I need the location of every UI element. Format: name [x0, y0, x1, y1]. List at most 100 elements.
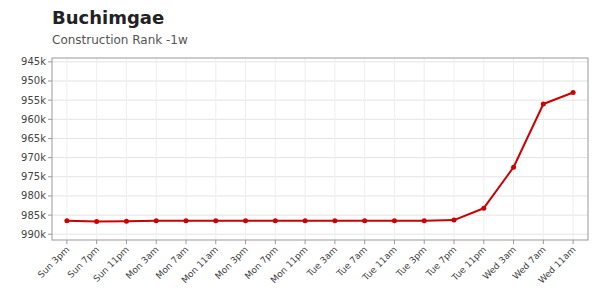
x-tick	[186, 240, 187, 244]
data-point	[243, 218, 248, 223]
data-point	[154, 218, 159, 223]
x-grid-line	[245, 58, 246, 240]
x-tick	[573, 240, 574, 244]
plot-data	[64, 90, 575, 224]
y-tick	[48, 195, 52, 196]
data-point	[541, 101, 546, 106]
y-tick	[48, 119, 52, 120]
x-tick	[245, 240, 246, 244]
data-point	[422, 218, 427, 223]
x-tick-label: Mon 11am	[179, 244, 220, 285]
x-tick	[126, 240, 127, 244]
data-point	[332, 218, 337, 223]
data-point	[273, 218, 278, 223]
y-tick	[48, 234, 52, 235]
data-point	[571, 90, 576, 95]
x-grid-line	[454, 58, 455, 240]
y-tick-label: 980k	[21, 190, 46, 201]
data-point	[452, 218, 457, 223]
y-tick	[48, 80, 52, 81]
x-tick-label: Mon 11pm	[269, 244, 310, 285]
x-tick	[424, 240, 425, 244]
x-tick-label: Tue 3am	[304, 244, 339, 279]
x-grid-line	[573, 58, 574, 240]
y-grid-line	[52, 138, 588, 139]
y-tick	[48, 157, 52, 158]
y-tick-label: 985k	[21, 210, 46, 221]
chart-container: Buchimgae Construction Rank -1w 945k 950k 95…	[0, 0, 600, 300]
data-line	[67, 92, 573, 221]
x-tick	[513, 240, 514, 244]
x-grid-line	[156, 58, 157, 240]
x-grid-line	[66, 58, 67, 240]
y-grid-line	[52, 195, 588, 196]
x-grid-line	[275, 58, 276, 240]
x-tick	[96, 240, 97, 244]
x-grid-line	[96, 58, 97, 240]
x-tick	[275, 240, 276, 244]
y-tick	[48, 61, 52, 62]
x-tick-label: Wed 11am	[536, 244, 577, 285]
y-tick-label: 990k	[21, 229, 46, 240]
data-point	[511, 165, 516, 170]
y-tick	[48, 176, 52, 177]
x-tick-label: Sun 11pm	[91, 244, 131, 284]
y-tick-label: 970k	[21, 152, 46, 163]
data-point	[213, 218, 218, 223]
x-grid-line	[483, 58, 484, 240]
x-grid-line	[513, 58, 514, 240]
data-point	[362, 218, 367, 223]
y-grid-line	[52, 100, 588, 101]
data-point	[64, 218, 69, 223]
data-point	[124, 219, 129, 224]
y-tick-label: 945k	[21, 56, 46, 67]
x-tick-label: Tue 11pm	[449, 244, 488, 283]
x-tick	[334, 240, 335, 244]
x-grid-line	[424, 58, 425, 240]
x-tick	[305, 240, 306, 244]
y-tick	[48, 215, 52, 216]
x-tick-label: Tue 3pm	[394, 244, 429, 279]
y-tick	[48, 100, 52, 101]
plot-frame	[52, 58, 588, 240]
x-grid-line	[215, 58, 216, 240]
y-tick-label: 965k	[21, 133, 46, 144]
chart-title: Buchimgae	[52, 7, 164, 28]
data-point	[392, 218, 397, 223]
chart-subtitle: Construction Rank -1w	[52, 33, 188, 47]
y-grid-line	[52, 215, 588, 216]
x-grid-line	[543, 58, 544, 240]
x-tick	[543, 240, 544, 244]
x-axis: Sun 3pmSun 7pmSun 11pmMon 3amMon 7amMon …	[36, 240, 578, 286]
y-grid-line	[52, 234, 588, 235]
y-axis: 945k 950k 955k 960k 965k 970k 975k 980k 985k 990k	[21, 56, 52, 239]
x-grid-line	[305, 58, 306, 240]
x-grid-line	[394, 58, 395, 240]
x-tick	[454, 240, 455, 244]
x-grid-line	[126, 58, 127, 240]
x-grid-line	[186, 58, 187, 240]
x-grid-line	[364, 58, 365, 240]
x-tick-label: Tue 11am	[360, 244, 399, 283]
x-tick	[364, 240, 365, 244]
x-grid-line	[334, 58, 335, 240]
x-tick	[156, 240, 157, 244]
data-point	[481, 206, 486, 211]
y-grid-line	[52, 157, 588, 158]
y-tick-label: 960k	[21, 114, 46, 125]
y-grid-line	[52, 61, 588, 62]
grid	[52, 58, 588, 240]
y-tick-label: 950k	[21, 75, 46, 86]
y-tick	[48, 138, 52, 139]
y-grid-line	[52, 80, 588, 81]
x-tick	[394, 240, 395, 244]
y-grid-line	[52, 119, 588, 120]
data-point	[303, 218, 308, 223]
x-tick	[66, 240, 67, 244]
x-tick	[215, 240, 216, 244]
chart-svg: Buchimgae Construction Rank -1w 945k 950k 95…	[0, 0, 600, 300]
data-point	[94, 219, 99, 224]
y-tick-label: 975k	[21, 171, 46, 182]
x-tick	[483, 240, 484, 244]
y-tick-label: 955k	[21, 95, 46, 106]
